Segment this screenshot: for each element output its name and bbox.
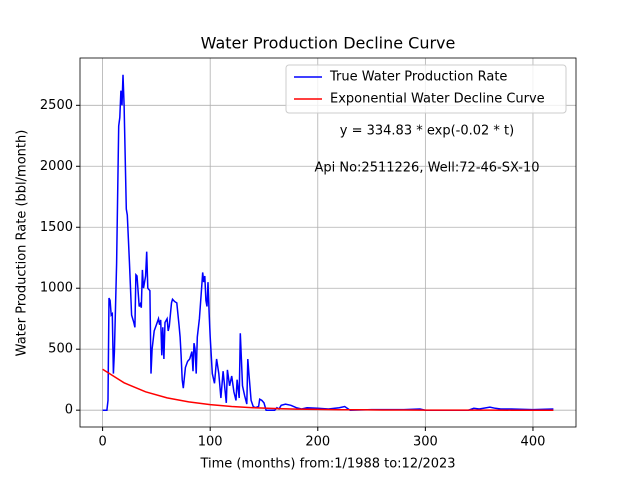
y-tick-label: 1500: [40, 220, 73, 235]
plot-frame: [79, 57, 577, 428]
y-tick-label: 1000: [40, 281, 73, 296]
legend-label: True Water Production Rate: [329, 70, 507, 85]
y-axis-label: Water Production Rate (bbl/month): [15, 130, 30, 357]
legend-box: [285, 64, 567, 114]
x-tick-label: 100: [198, 435, 223, 450]
x-tick-label: 400: [521, 435, 546, 450]
y-tick-label: 500: [48, 342, 73, 357]
annotation: y = 334.83 * exp(-0.02 * t): [340, 124, 514, 139]
y-tick-label: 2500: [40, 98, 73, 113]
legend-label: Exponential Water Decline Curve: [330, 92, 545, 107]
annotation: Api No:2511226, Well:72-46-SX-10: [314, 161, 539, 176]
x-axis-label: Time (months) from:1/1988 to:12/2023: [199, 457, 455, 472]
chart-title: Water Production Decline Curve: [201, 34, 456, 53]
x-tick-label: 200: [305, 435, 330, 450]
data-line: [102, 74, 554, 411]
y-tick-label: 0: [65, 403, 73, 418]
x-tick-label: 0: [98, 435, 106, 450]
y-tick-label: 2000: [40, 159, 73, 174]
data-line: [102, 368, 554, 411]
x-tick-label: 300: [413, 435, 438, 450]
